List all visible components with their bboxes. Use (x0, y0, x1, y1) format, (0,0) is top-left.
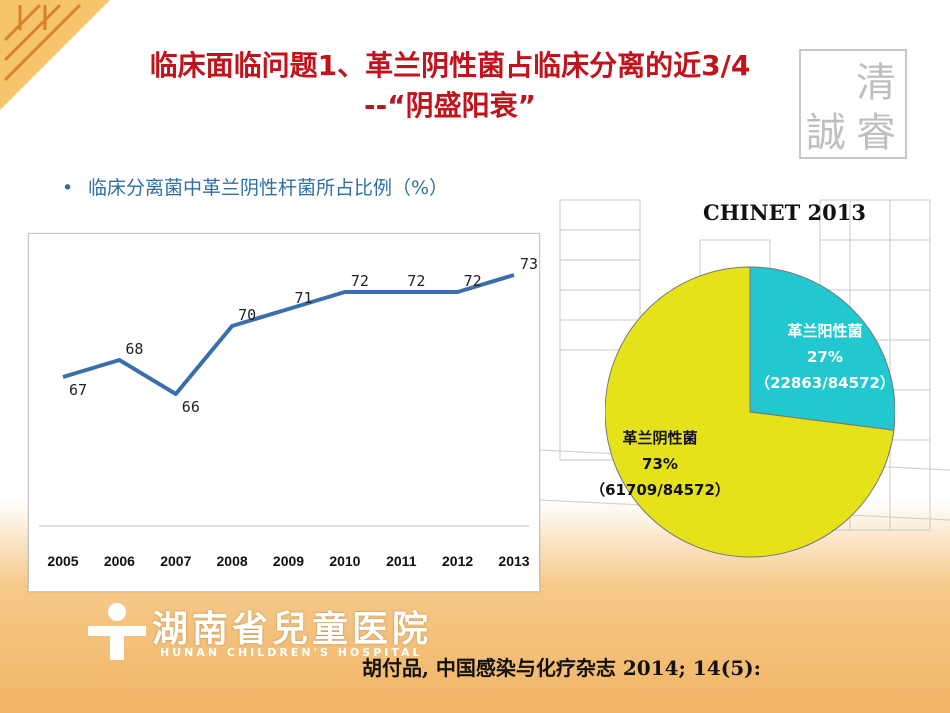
x-tick-label: 2009 (273, 553, 304, 569)
pie-label-positive: 革兰阳性菌 27% （22863/84572） (755, 318, 895, 396)
data-label: 67 (69, 381, 87, 399)
seal-char-1: 清 (856, 60, 896, 106)
pie-chart-heading: CHINET 2013 (703, 200, 866, 225)
data-label: 73 (520, 255, 538, 273)
pie-positive-count: （22863/84572） (755, 374, 895, 392)
pie-positive-percent: 27% (807, 348, 843, 366)
hospital-name-cn: 湖南省兒童医院 (152, 608, 433, 650)
data-label: 68 (125, 340, 143, 358)
x-tick-label: 2007 (160, 553, 191, 569)
x-tick-label: 2013 (498, 553, 529, 569)
bullet-item: • 临床分离菌中革兰阴性杆菌所占比例（%） (62, 173, 448, 200)
data-label: 72 (464, 272, 482, 290)
pie-label-negative: 革兰阴性菌 73% （61709/84572） (565, 425, 755, 503)
data-label: 71 (295, 289, 313, 307)
data-label: 66 (182, 398, 200, 416)
pie-negative-count: （61709/84572） (590, 481, 730, 499)
bullet-text: 临床分离菌中革兰阴性杆菌所占比例（%） (88, 177, 449, 199)
data-label: 72 (351, 272, 369, 290)
x-tick-label: 2008 (217, 553, 248, 569)
bullet-dot-icon: • (62, 177, 74, 199)
hospital-emblem-icon (88, 603, 146, 660)
hospital-name-en: HUNAN CHILDREN'S HOSPITAL (160, 646, 423, 659)
hospital-logo: 湖南省兒童医院 HUNAN CHILDREN'S HOSPITAL (82, 600, 442, 670)
x-tick-label: 2011 (386, 553, 417, 569)
citation-text: 胡付品, 中国感染与化疗杂志 2014; 14(5): (362, 656, 761, 680)
data-label: 72 (407, 272, 425, 290)
pie-negative-name: 革兰阴性菌 (622, 429, 698, 447)
line-chart-panel: 67 2005 68 2006 66 2007 70 2008 71 2009 72 2010 72 20… (28, 233, 540, 592)
series-line (62, 273, 515, 396)
x-tick-label: 2005 (47, 553, 78, 569)
data-label: 70 (238, 306, 256, 324)
pie-slice-negative (604, 266, 895, 558)
calligraphy-seal: 清 誠 睿 (798, 48, 908, 160)
x-tick-label: 2006 (104, 553, 135, 569)
pie-positive-name: 革兰阳性菌 (787, 322, 863, 340)
x-tick-label: 2012 (442, 553, 473, 569)
x-tick-label: 2010 (329, 553, 360, 569)
title-line-2: --“阴盛阳衰” (363, 89, 537, 122)
pie-chart: 革兰阳性菌 27% （22863/84572） 革兰阴性菌 73% （61709… (590, 260, 896, 560)
pie-slice-positive (749, 266, 896, 431)
slide-title: 临床面临问题1、革兰阴性菌占临床分离的近3/4 --“阴盛阳衰” (70, 46, 830, 126)
line-chart: 67 2005 68 2006 66 2007 70 2008 71 2009 72 2010 72 20… (39, 255, 538, 569)
seal-char-2: 誠 (806, 110, 846, 156)
pie-chart-svg (604, 266, 896, 558)
seal-border-icon: 清 誠 睿 (799, 49, 907, 159)
pie-negative-percent: 73% (642, 455, 678, 473)
corner-pattern-icon (0, 0, 110, 110)
title-line-1: 临床面临问题1、革兰阴性菌占临床分离的近3/4 (149, 49, 751, 82)
seal-char-3: 睿 (856, 110, 896, 156)
